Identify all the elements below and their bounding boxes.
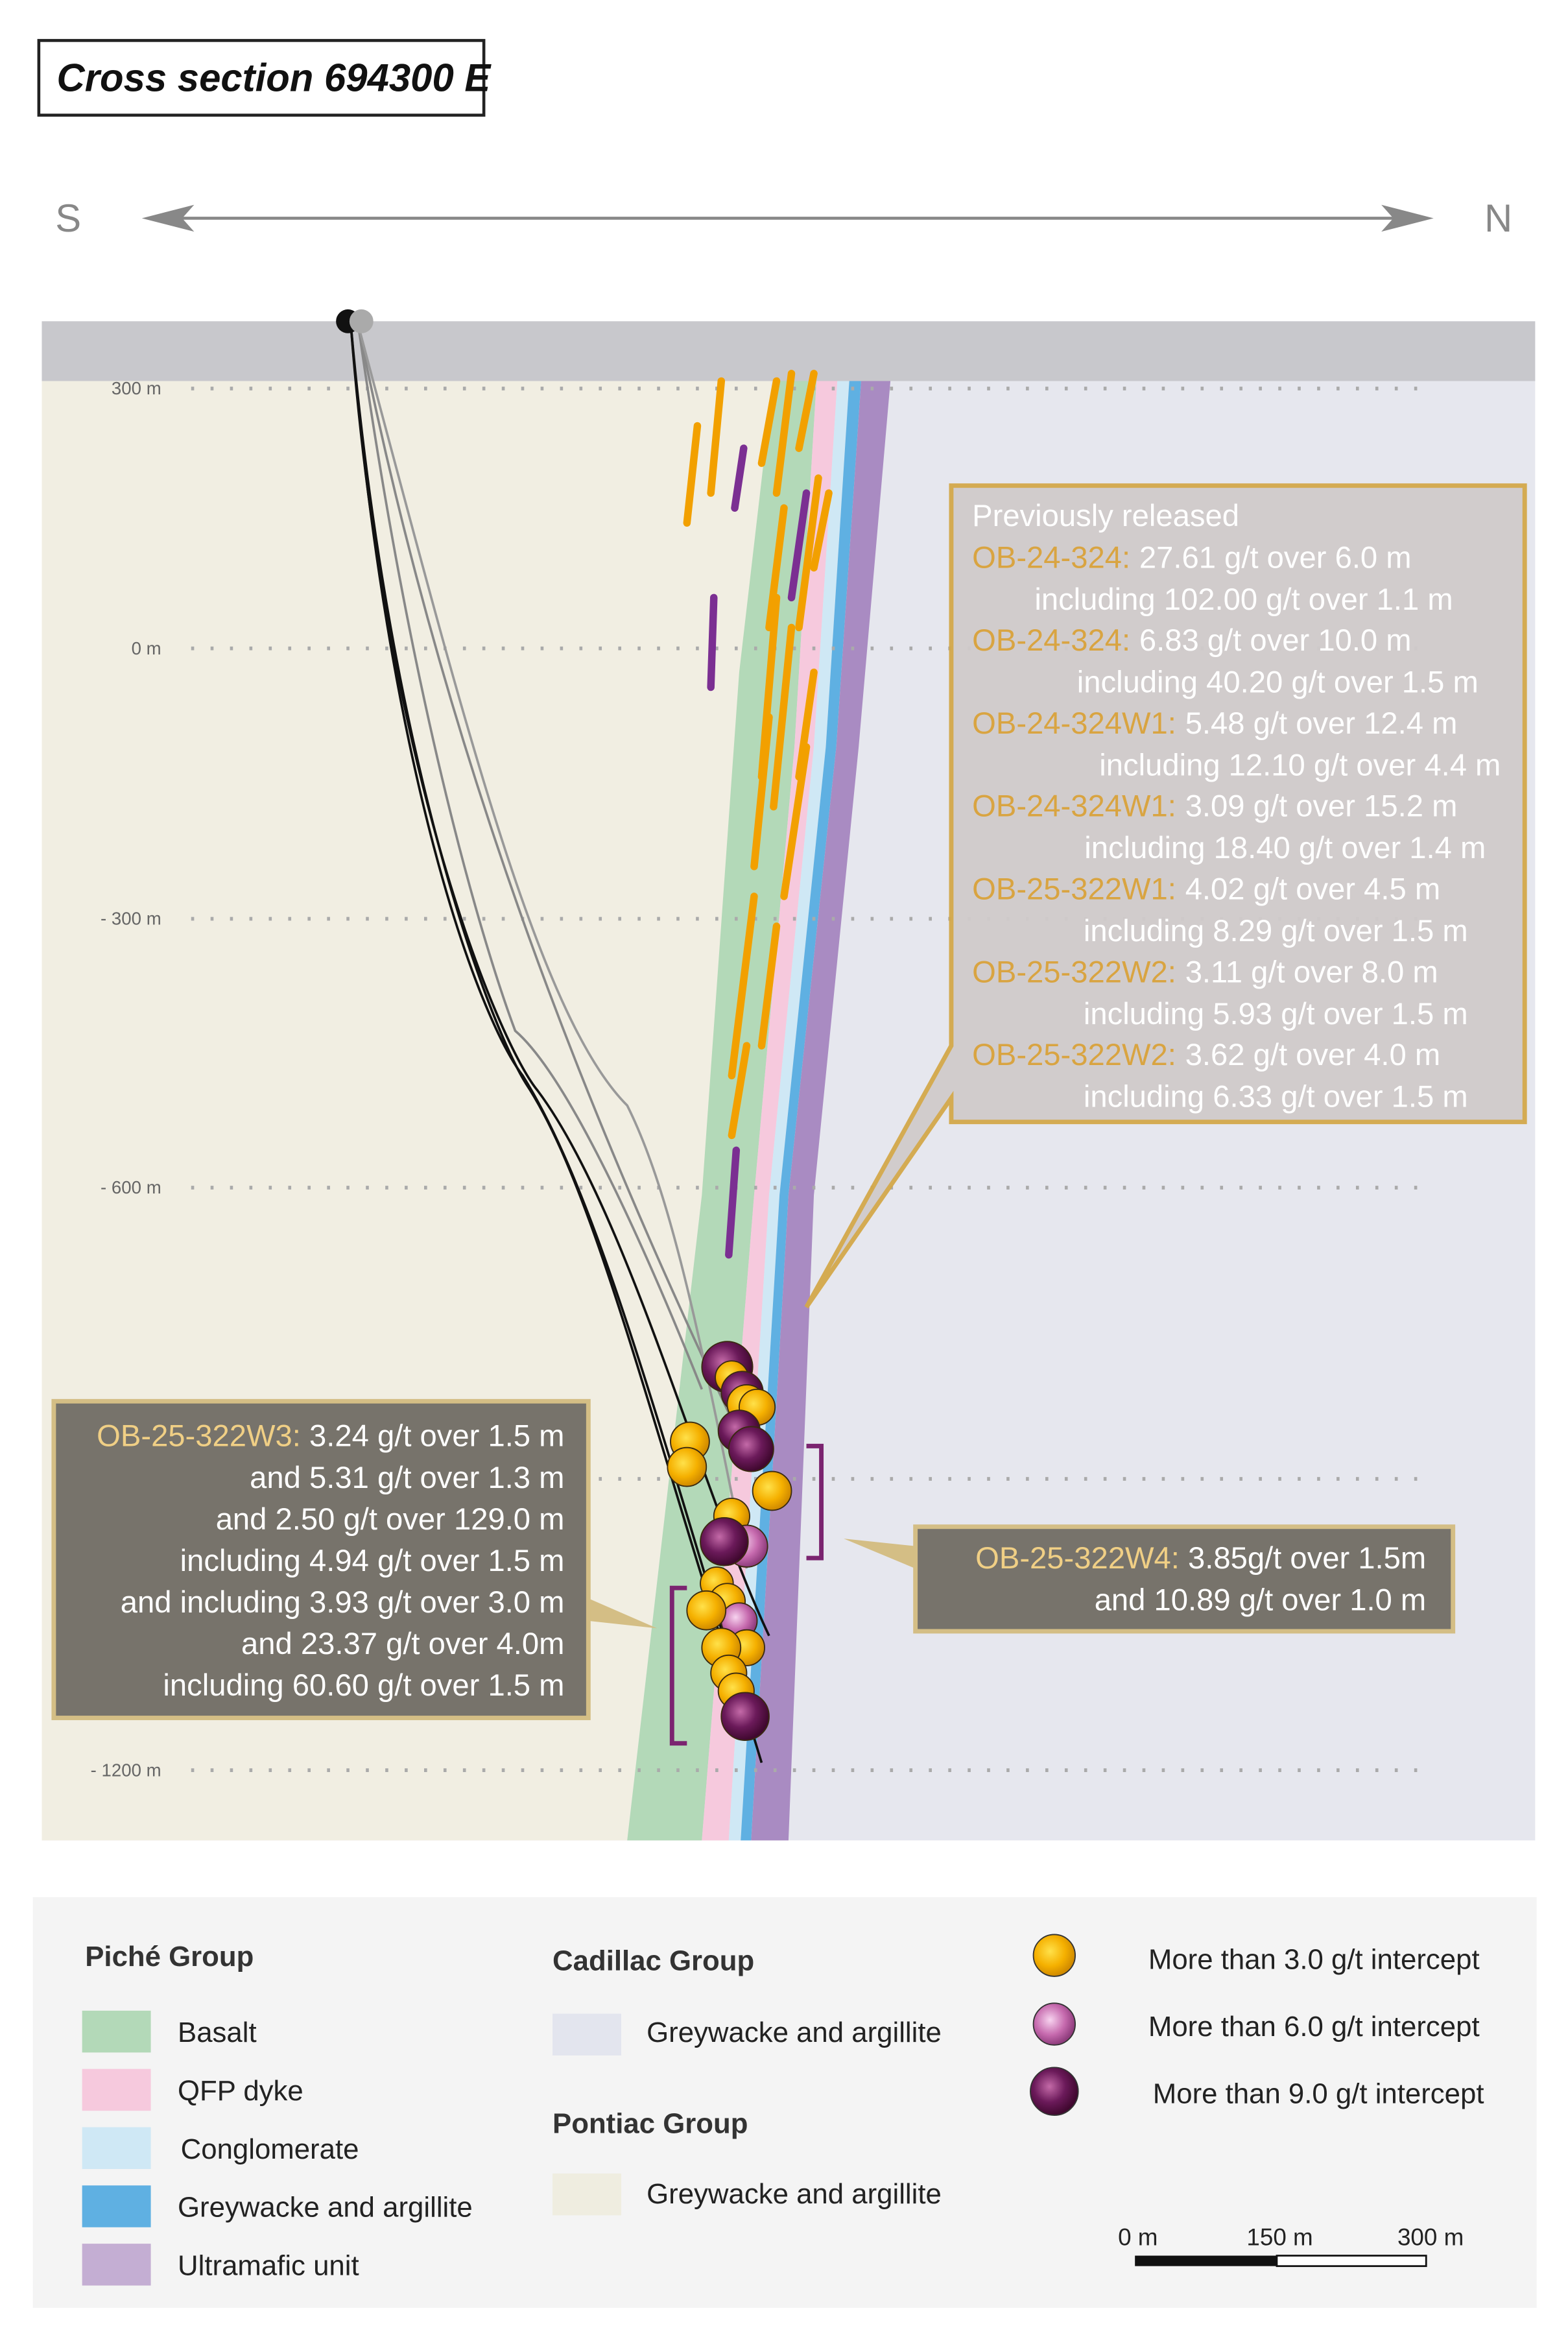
vein-segment: [707, 377, 726, 497]
released-intercept: OB-24-324: 6.83 g/t over 10.0 m: [972, 623, 1411, 658]
pink-sphere-icon: [1032, 2002, 1076, 2046]
scale-label: 0 m: [1118, 2224, 1158, 2250]
vein-segment: [780, 743, 811, 900]
vein-segment: [728, 1042, 751, 1140]
title-box: [37, 39, 486, 117]
intercept-sphere: [720, 1692, 770, 1741]
vein-segment: [770, 623, 796, 811]
released-including: including 6.33 g/t over 1.5 m: [1084, 1080, 1468, 1114]
scale-bar: [1135, 2255, 1427, 2268]
legend-intercept-label: More than 3.0 g/t intercept: [1148, 1943, 1480, 1975]
w3-line: and including 3.93 g/t over 3.0 m: [121, 1585, 565, 1620]
compass-south: S: [55, 197, 81, 240]
released-including: including 40.20 g/t over 1.5 m: [1077, 665, 1479, 700]
intercept-spheres: [667, 1341, 792, 1741]
greywacke-piche-unit: [741, 351, 864, 1841]
vein-segment: [728, 893, 758, 1080]
vein-segment: [795, 474, 822, 632]
vein-segment: [765, 504, 788, 632]
vein-segment: [810, 489, 833, 572]
released-including: including 18.40 g/t over 1.4 m: [1084, 831, 1486, 865]
surface-overburden: [42, 321, 1536, 381]
vein-segment: [725, 1146, 741, 1259]
legend-label: Greywacke and argillite: [647, 2017, 942, 2048]
direction-arrow-icon: [141, 204, 1434, 232]
intercept-sphere: [667, 1446, 707, 1487]
w4-interval-bracket: [806, 1443, 824, 1561]
vein-segment: [787, 489, 811, 602]
intercept-sphere: [700, 1517, 749, 1566]
released-including: including 102.00 g/t over 1.1 m: [1034, 582, 1453, 617]
legend-label: Greywacke and argillite: [178, 2192, 473, 2224]
depth-label: 300 m: [112, 378, 161, 398]
depth-label: 0 m: [132, 638, 161, 658]
w3-line: including 4.94 g/t over 1.5 m: [180, 1544, 565, 1578]
depth-label: - 300 m: [101, 909, 161, 929]
callout-heading: Previously released: [972, 499, 1239, 533]
released-intercept: OB-24-324: 27.61 g/t over 6.0 m: [972, 540, 1411, 575]
depth-label: - 600 m: [101, 1177, 161, 1197]
w3-first-line: OB-25-322W3: 3.24 g/t over 1.5 m: [97, 1419, 564, 1453]
vein-segment: [731, 444, 748, 512]
legend-swatch: [82, 2185, 151, 2227]
vein-segment: [795, 370, 818, 452]
depth-label: - 1200 m: [91, 1760, 161, 1780]
vein-segment: [772, 370, 796, 497]
w3-line: and 2.50 g/t over 129.0 m: [216, 1502, 565, 1537]
w4-callout: OB-25-322W4: 3.85g/t over 1.5m and 10.89…: [844, 1524, 1456, 1634]
legend-swatch: [82, 2244, 151, 2286]
released-intercept: OB-25-322W1: 4.02 g/t over 4.5 m: [972, 872, 1440, 907]
vein-segment: [750, 713, 773, 870]
w4-line: and 10.89 g/t over 1.0 m: [1095, 1583, 1427, 1618]
vein-segment: [757, 377, 781, 467]
previously-released-callout: Previously released OB-24-324: 27.61 g/t …: [804, 483, 1527, 1309]
legend-intercept-label: More than 9.0 g/t intercept: [1153, 2078, 1484, 2110]
released-intercept: OB-25-322W2: 3.11 g/t over 8.0 m: [972, 955, 1438, 989]
purple-sphere-icon: [1030, 2067, 1079, 2116]
legend-swatch: [82, 2010, 151, 2053]
released-including: including 8.29 g/t over 1.5 m: [1084, 914, 1468, 948]
legend-piche-title: Piché Group: [85, 1941, 254, 1972]
legend-label: Ultramafic unit: [178, 2249, 359, 2281]
figure-title: Cross section 694300 E: [57, 56, 492, 100]
legend: Piché Group Basalt QFP dyke Conglomerate Gr…: [32, 1897, 1537, 2308]
scale-label: 300 m: [1397, 2224, 1464, 2250]
legend-label: QFP dyke: [178, 2075, 303, 2107]
intercept-sphere: [752, 1470, 792, 1511]
legend-label: Conglomerate: [181, 2133, 359, 2165]
ultramafic-unit: [751, 351, 894, 1841]
released-intercept: OB-24-324W1: 3.09 g/t over 15.2 m: [972, 789, 1457, 824]
legend-cadillac-title: Cadillac Group: [552, 1945, 754, 1977]
legend-pontiac-title: Pontiac Group: [552, 2108, 748, 2140]
legend-label: Basalt: [178, 2017, 257, 2048]
compass-north: N: [1484, 197, 1512, 240]
legend-swatch: [552, 2013, 621, 2056]
released-intercept: OB-24-324W1: 5.48 g/t over 12.4 m: [972, 706, 1457, 741]
vein-segment: [707, 593, 718, 691]
legend-swatch: [82, 2068, 151, 2111]
mineralized-veins: [683, 370, 833, 1259]
w3-callout: OB-25-322W3: 3.24 g/t over 1.5 m and 5.3…: [51, 1398, 658, 1720]
w4-first-line: OB-25-322W4: 3.85g/t over 1.5m: [975, 1541, 1426, 1576]
scale-label: 150 m: [1246, 2224, 1313, 2250]
vein-segment: [757, 922, 781, 1049]
w3-line: and 23.37 g/t over 4.0m: [241, 1627, 564, 1661]
released-intercept: OB-25-322W2: 3.62 g/t over 4.0 m: [972, 1038, 1440, 1072]
legend-label: Greywacke and argillite: [647, 2178, 942, 2210]
vein-segment: [683, 422, 702, 527]
legend-swatch: [82, 2127, 151, 2169]
legend-intercept-label: More than 6.0 g/t intercept: [1148, 2011, 1480, 2043]
w3-line: including 60.60 g/t over 1.5 m: [163, 1668, 564, 1703]
released-including: including 5.93 g/t over 1.5 m: [1084, 997, 1468, 1031]
released-including: including 12.10 g/t over 4.4 m: [1099, 748, 1501, 782]
intercept-sphere: [728, 1426, 774, 1472]
gold-sphere-icon: [1032, 1934, 1076, 1977]
legend-swatch: [552, 2173, 621, 2216]
intercept-sphere: [686, 1590, 727, 1631]
w3-interval-bracket: [669, 1585, 687, 1746]
w3-line: and 5.31 g/t over 1.3 m: [250, 1461, 564, 1495]
